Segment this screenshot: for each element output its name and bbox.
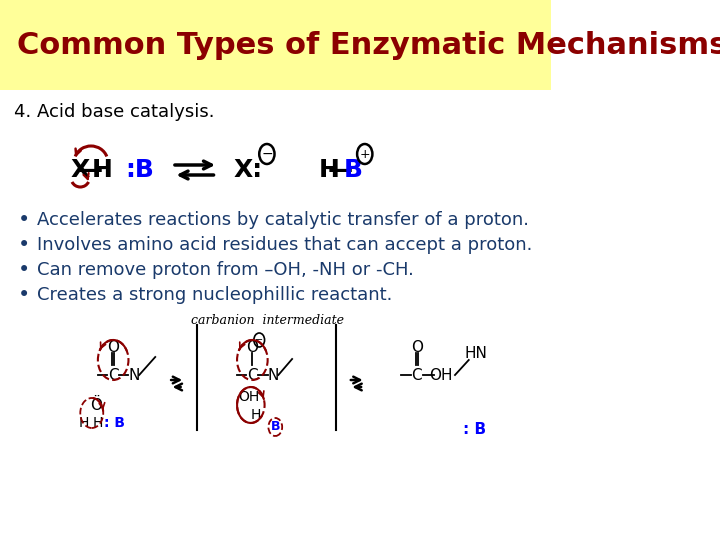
Text: OH: OH bbox=[238, 390, 259, 404]
Text: +: + bbox=[359, 147, 370, 160]
Text: C: C bbox=[247, 368, 258, 382]
Text: carbanion  intermediate: carbanion intermediate bbox=[191, 314, 344, 327]
Text: −: − bbox=[255, 335, 264, 345]
Text: : B: : B bbox=[462, 422, 486, 437]
FancyBboxPatch shape bbox=[0, 0, 551, 90]
Text: Accelerates reactions by catalytic transfer of a proton.: Accelerates reactions by catalytic trans… bbox=[37, 211, 528, 229]
Text: HN: HN bbox=[465, 346, 488, 361]
Text: •: • bbox=[18, 285, 30, 305]
Text: Common Types of Enzymatic Mechanisms: Common Types of Enzymatic Mechanisms bbox=[17, 30, 720, 59]
Text: OH: OH bbox=[429, 368, 453, 382]
Text: Ö: Ö bbox=[90, 397, 102, 413]
Text: −: − bbox=[261, 147, 273, 161]
Text: B: B bbox=[271, 421, 280, 434]
Text: O: O bbox=[246, 340, 258, 354]
Text: :B: :B bbox=[125, 158, 154, 182]
Text: Creates a strong nucleophillic reactant.: Creates a strong nucleophillic reactant. bbox=[37, 286, 392, 304]
Text: H: H bbox=[251, 408, 261, 422]
Text: N: N bbox=[128, 368, 140, 382]
Text: O: O bbox=[107, 340, 120, 354]
Text: Can remove proton from –OH, -NH or -CH.: Can remove proton from –OH, -NH or -CH. bbox=[37, 261, 413, 279]
Text: : B: : B bbox=[104, 416, 125, 430]
Text: •: • bbox=[18, 260, 30, 280]
Text: •: • bbox=[18, 210, 30, 230]
Text: B: B bbox=[343, 158, 363, 182]
Text: H: H bbox=[92, 158, 113, 182]
Text: —: — bbox=[328, 158, 353, 182]
Text: X:: X: bbox=[234, 158, 263, 182]
Text: H: H bbox=[318, 158, 339, 182]
Text: —: — bbox=[78, 158, 103, 182]
Text: H: H bbox=[93, 416, 103, 430]
Text: X: X bbox=[71, 158, 90, 182]
Text: C: C bbox=[411, 368, 422, 382]
Text: O: O bbox=[410, 340, 423, 354]
Text: •: • bbox=[18, 235, 30, 255]
Text: Involves amino acid residues that can accept a proton.: Involves amino acid residues that can ac… bbox=[37, 236, 532, 254]
Text: H: H bbox=[79, 416, 89, 430]
Text: C: C bbox=[108, 368, 119, 382]
Text: N: N bbox=[267, 368, 279, 382]
Text: 4. Acid base catalysis.: 4. Acid base catalysis. bbox=[14, 103, 215, 121]
